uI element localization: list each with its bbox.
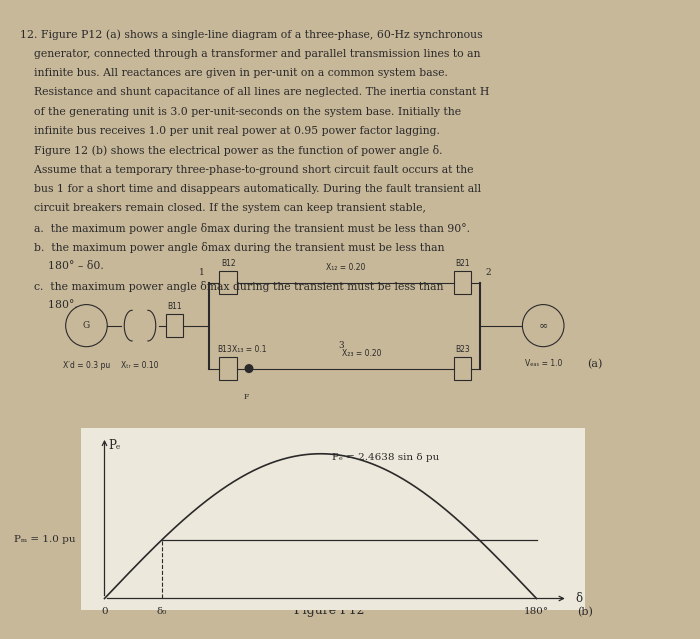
Bar — [166, 314, 183, 337]
Bar — [219, 271, 237, 295]
Text: 1: 1 — [199, 268, 204, 277]
Text: 180°.: 180°. — [20, 300, 78, 310]
Text: ∞: ∞ — [538, 321, 548, 330]
Text: Figure P12: Figure P12 — [294, 604, 364, 617]
Text: B21: B21 — [455, 259, 470, 268]
Text: bus 1 for a short time and disappears automatically. During the fault transient : bus 1 for a short time and disappears au… — [20, 184, 482, 194]
Text: X₁₃ = 0.1: X₁₃ = 0.1 — [232, 345, 267, 354]
Text: Pₘ = 1.0 pu: Pₘ = 1.0 pu — [14, 535, 76, 544]
Text: X₂₃ = 0.20: X₂₃ = 0.20 — [342, 348, 382, 358]
Text: circuit breakers remain closed. If the system can keep transient stable,: circuit breakers remain closed. If the s… — [20, 203, 426, 213]
Text: b.  the maximum power angle δmax during the transient must be less than: b. the maximum power angle δmax during t… — [20, 242, 444, 253]
Bar — [454, 271, 471, 295]
Text: X₁₂ = 0.20: X₁₂ = 0.20 — [326, 263, 365, 272]
Text: Resistance and shunt capacitance of all lines are neglected. The inertia constan: Resistance and shunt capacitance of all … — [20, 88, 490, 97]
Text: infinite bus receives 1.0 per unit real power at 0.95 power factor lagging.: infinite bus receives 1.0 per unit real … — [20, 126, 440, 136]
Text: Xₜᵣ = 0.10: Xₜᵣ = 0.10 — [121, 361, 159, 370]
Text: B23: B23 — [455, 345, 470, 354]
Text: Assume that a temporary three-phase-to-ground short circuit fault occurs at the: Assume that a temporary three-phase-to-g… — [20, 165, 474, 174]
Text: generator, connected through a transformer and parallel transmission lines to an: generator, connected through a transform… — [20, 49, 481, 59]
Bar — [219, 357, 237, 380]
Text: Pₑ = 2.4638 sin δ pu: Pₑ = 2.4638 sin δ pu — [332, 453, 440, 462]
Text: Vₑₐₛ = 1.0: Vₑₐₛ = 1.0 — [524, 359, 562, 368]
Text: (b): (b) — [578, 606, 593, 617]
Text: B11: B11 — [167, 302, 182, 311]
Text: 2: 2 — [485, 268, 491, 277]
Text: δ₀: δ₀ — [157, 606, 167, 616]
Text: B13: B13 — [218, 345, 232, 354]
Text: δ: δ — [575, 592, 582, 605]
Text: 0: 0 — [102, 606, 108, 616]
Text: c.  the maximum power angle δmax during the transient must be less than: c. the maximum power angle δmax during t… — [20, 281, 444, 291]
Text: F: F — [244, 393, 249, 401]
Text: 180° – δ0.: 180° – δ0. — [20, 261, 104, 271]
Text: B12: B12 — [221, 259, 235, 268]
Text: infinite bus. All reactances are given in per-unit on a common system base.: infinite bus. All reactances are given i… — [20, 68, 448, 78]
Text: 180°: 180° — [524, 606, 549, 616]
Text: G: G — [83, 321, 90, 330]
Text: X′d = 0.3 pu: X′d = 0.3 pu — [63, 361, 110, 370]
Text: (a): (a) — [587, 358, 603, 369]
Text: 12. Figure P12 (a) shows a single-line diagram of a three-phase, 60-Hz synchrono: 12. Figure P12 (a) shows a single-line d… — [20, 29, 483, 40]
Text: Pₑ: Pₑ — [108, 439, 120, 452]
Ellipse shape — [245, 365, 253, 373]
Text: of the generating unit is 3.0 per-unit-seconds on the system base. Initially the: of the generating unit is 3.0 per-unit-s… — [20, 107, 461, 117]
Bar — [454, 357, 471, 380]
Text: 3: 3 — [339, 341, 344, 350]
Text: Figure 12 (b) shows the electrical power as the function of power angle δ.: Figure 12 (b) shows the electrical power… — [20, 145, 443, 157]
Text: a.  the maximum power angle δmax during the transient must be less than 90°.: a. the maximum power angle δmax during t… — [20, 222, 470, 234]
